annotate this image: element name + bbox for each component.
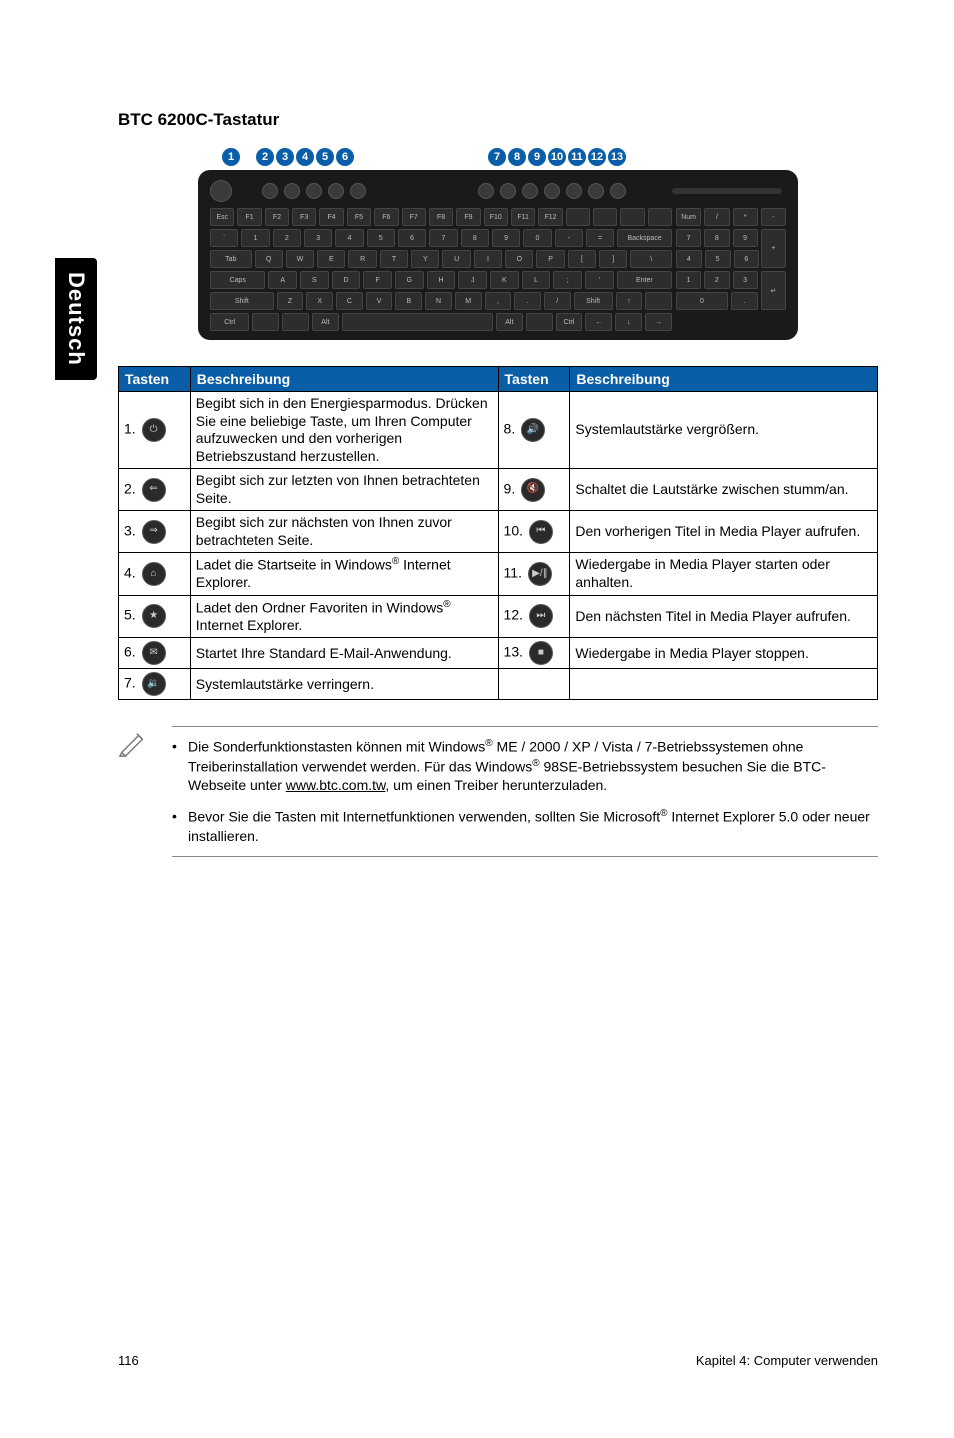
favorites-icon: ★	[142, 604, 166, 628]
badge-8: 8	[508, 148, 526, 166]
tasten-cell: 11. ▶/∥	[498, 553, 570, 596]
media-favorites-icon	[328, 183, 344, 199]
tasten-cell: 5. ★	[119, 595, 191, 638]
volume-slider-icon	[672, 188, 782, 194]
vol-up-icon: 🔊	[521, 418, 545, 442]
th-tasten-left: Tasten	[119, 367, 191, 392]
home-icon: ⌂	[142, 562, 166, 586]
tasten-cell: 6. ✉	[119, 638, 191, 669]
badge-4: 4	[296, 148, 314, 166]
desc-cell: Begibt sich in den Energiesparmodus. Drü…	[190, 392, 498, 469]
badge-1: 1	[222, 148, 240, 166]
desc-cell: Wiedergabe in Media Player starten oder …	[570, 553, 878, 596]
function-keys-table: Tasten Beschreibung Tasten Beschreibung …	[118, 366, 878, 700]
badge-6: 6	[336, 148, 354, 166]
tasten-cell: 9. 🔇	[498, 469, 570, 511]
note-item: Bevor Sie die Tasten mit Internetfunktio…	[172, 807, 878, 845]
media-mail-icon	[350, 183, 366, 199]
badge-10: 10	[548, 148, 566, 166]
media-vol-down-icon	[478, 183, 494, 199]
stop-icon: ■	[529, 641, 553, 665]
desc-cell: Schaltet die Lautstärke zwischen stumm/a…	[570, 469, 878, 511]
media-back-icon	[262, 183, 278, 199]
badge-7: 7	[488, 148, 506, 166]
page-number: 116	[118, 1353, 139, 1368]
tasten-cell: 8. 🔊	[498, 392, 570, 469]
page-title: BTC 6200C-Tastatur	[118, 110, 878, 130]
language-tab: Deutsch	[55, 258, 97, 380]
desc-cell: Wiedergabe in Media Player stoppen.	[570, 638, 878, 669]
tasten-cell: 1. ⏻	[119, 392, 191, 469]
media-forward-icon	[284, 183, 300, 199]
th-desc-left: Beschreibung	[190, 367, 498, 392]
desc-cell: Ladet den Ordner Favoriten in Windows® I…	[190, 595, 498, 638]
desc-cell: Begibt sich zur nächsten von Ihnen zuvor…	[190, 511, 498, 553]
media-play-icon	[566, 183, 582, 199]
media-home-icon	[306, 183, 322, 199]
media-stop-icon	[610, 183, 626, 199]
th-desc-right: Beschreibung	[570, 367, 878, 392]
forward-icon: ⇒	[142, 520, 166, 544]
tasten-cell: 2. ⇐	[119, 469, 191, 511]
tasten-cell: 7. 🔉	[119, 669, 191, 700]
desc-cell: Begibt sich zur letzten von Ihnen betrac…	[190, 469, 498, 511]
mute-icon: 🔇	[521, 478, 545, 502]
badge-2: 2	[256, 148, 274, 166]
media-next-icon	[588, 183, 604, 199]
pencil-note-icon	[118, 726, 150, 856]
power-icon: ⏻	[142, 418, 166, 442]
keyboard-diagram: 12345678910111213	[198, 148, 798, 340]
back-icon: ⇐	[142, 478, 166, 502]
mail-icon: ✉	[142, 641, 166, 665]
th-tasten-right: Tasten	[498, 367, 570, 392]
next-track-icon: ⏭	[529, 604, 553, 628]
desc-cell: Den vorherigen Titel in Media Player auf…	[570, 511, 878, 553]
notes-block: Die Sonderfunktionstasten können mit Win…	[172, 726, 878, 856]
media-mute-icon	[522, 183, 538, 199]
badge-3: 3	[276, 148, 294, 166]
desc-cell: Den nächsten Titel in Media Player aufru…	[570, 595, 878, 638]
tasten-cell: 12. ⏭	[498, 595, 570, 638]
badge-13: 13	[608, 148, 626, 166]
media-prev-icon	[544, 183, 560, 199]
tasten-cell: 10. ⏮	[498, 511, 570, 553]
badge-9: 9	[528, 148, 546, 166]
tasten-cell: 4. ⌂	[119, 553, 191, 596]
media-vol-up-icon	[500, 183, 516, 199]
desc-cell: Systemlautstärke vergrößern.	[570, 392, 878, 469]
desc-cell: Systemlautstärke verringern.	[190, 669, 498, 700]
badge-11: 11	[568, 148, 586, 166]
badge-5: 5	[316, 148, 334, 166]
tasten-cell: 13. ■	[498, 638, 570, 669]
chapter-label: Kapitel 4: Computer verwenden	[696, 1353, 878, 1368]
media-power-icon	[210, 180, 232, 202]
desc-cell: Startet Ihre Standard E-Mail-Anwendung.	[190, 638, 498, 669]
badge-12: 12	[588, 148, 606, 166]
desc-cell: Ladet die Startseite in Windows® Interne…	[190, 553, 498, 596]
prev-track-icon: ⏮	[529, 520, 553, 544]
play-pause-icon: ▶/∥	[528, 562, 552, 586]
note-item: Die Sonderfunktionstasten können mit Win…	[172, 737, 878, 795]
tasten-cell: 3. ⇒	[119, 511, 191, 553]
vol-down-icon: 🔉	[142, 672, 166, 696]
badge-row: 12345678910111213	[198, 148, 798, 166]
